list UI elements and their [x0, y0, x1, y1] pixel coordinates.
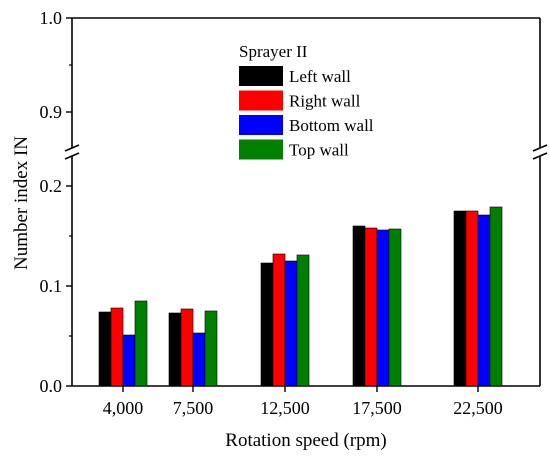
bar-top-wall: [388, 228, 402, 387]
bar-top-wall: [296, 254, 310, 387]
legend-swatch: [239, 90, 283, 111]
legend-swatch: [239, 139, 283, 160]
axis-break-mark: [532, 152, 548, 160]
bar-right-wall: [465, 210, 479, 387]
legend-label: Top wall: [289, 141, 349, 160]
y-tick-label: 0.2: [40, 176, 63, 196]
legend-swatch: [239, 115, 283, 135]
x-axis-label: Rotation speed (rpm): [225, 430, 386, 451]
bar-right-wall: [272, 253, 286, 387]
y-axis-ticks: 0.0 0.1 0.2 0.9 1.0: [40, 8, 72, 396]
y-axis-label: Number index IN: [11, 136, 32, 270]
bar-left-wall: [168, 312, 182, 387]
bar-bottom-wall: [477, 214, 491, 387]
bar-right-wall: [180, 308, 194, 387]
bar-right-wall: [110, 307, 124, 387]
bar-right-wall: [364, 227, 378, 387]
bar-top-wall: [204, 310, 218, 387]
bar-left-wall: [260, 262, 274, 387]
axis-break-mark: [64, 144, 80, 152]
axis-break-mark: [532, 144, 548, 152]
x-tick-label: 4,000: [103, 398, 144, 418]
bar-top-wall: [489, 206, 503, 387]
bar-left-wall: [352, 225, 366, 387]
bar-left-wall: [453, 210, 467, 387]
y-tick-label: 0.1: [40, 276, 63, 296]
bar-bottom-wall: [376, 229, 390, 387]
legend-label: Right wall: [289, 92, 361, 111]
legend-swatch: [239, 66, 283, 86]
x-tick-label: 17,500: [352, 398, 402, 418]
bar-top-wall: [134, 300, 148, 387]
x-axis-ticks: 4,000 7,500 12,500 17,500 22,500: [103, 386, 503, 418]
x-tick-label: 12,500: [260, 398, 310, 418]
y-tick-label: 0.0: [40, 376, 63, 396]
x-tick-label: 22,500: [453, 398, 503, 418]
bar-bottom-wall: [192, 332, 206, 387]
y-tick-label: 0.9: [40, 102, 63, 122]
legend: Sprayer II Left wall Right wall Bottom wall…: [239, 42, 374, 160]
bars-group: [98, 206, 503, 387]
bar-bottom-wall: [122, 334, 136, 387]
x-tick-label: 7,500: [173, 398, 214, 418]
bar-bottom-wall: [284, 260, 298, 387]
axis-break-mark: [64, 152, 80, 160]
legend-title: Sprayer II: [239, 42, 308, 61]
y-tick-label: 1.0: [40, 8, 63, 28]
legend-label: Bottom wall: [289, 116, 374, 135]
legend-label: Left wall: [289, 67, 351, 86]
bar-left-wall: [98, 311, 112, 387]
